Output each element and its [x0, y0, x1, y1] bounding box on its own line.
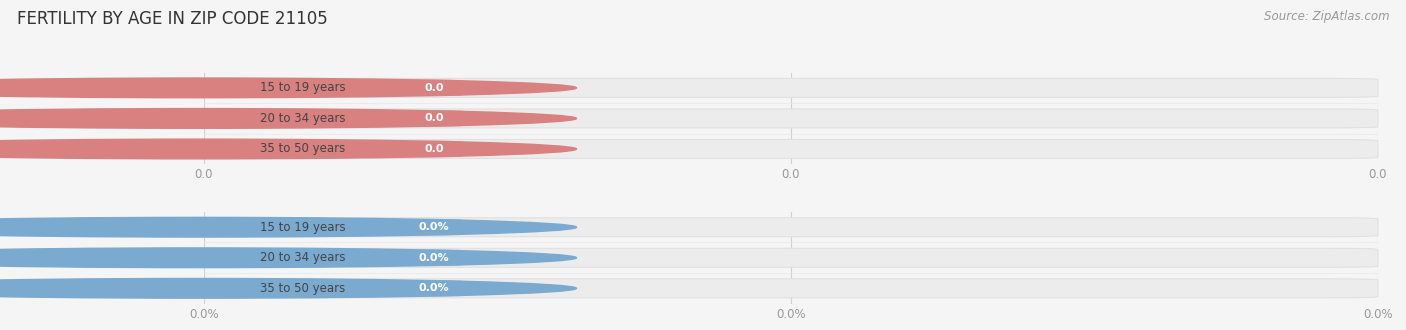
Text: 0.0%: 0.0%: [419, 253, 450, 263]
Text: 15 to 19 years: 15 to 19 years: [260, 82, 346, 94]
FancyBboxPatch shape: [204, 109, 1378, 128]
Text: 15 to 19 years: 15 to 19 years: [260, 221, 346, 234]
Circle shape: [0, 217, 576, 237]
FancyBboxPatch shape: [204, 248, 1378, 267]
Text: 20 to 34 years: 20 to 34 years: [260, 251, 346, 264]
FancyBboxPatch shape: [204, 79, 1378, 97]
FancyBboxPatch shape: [405, 141, 464, 157]
Text: 35 to 50 years: 35 to 50 years: [260, 143, 346, 155]
Text: 35 to 50 years: 35 to 50 years: [260, 282, 346, 295]
Text: 0.0%: 0.0%: [419, 222, 450, 232]
Text: 0.0: 0.0: [425, 83, 444, 93]
Circle shape: [0, 139, 576, 159]
FancyBboxPatch shape: [204, 140, 1378, 158]
FancyBboxPatch shape: [207, 80, 399, 96]
FancyBboxPatch shape: [405, 280, 464, 297]
Circle shape: [0, 279, 576, 298]
FancyBboxPatch shape: [207, 280, 399, 297]
Text: 0.0%: 0.0%: [419, 283, 450, 293]
FancyBboxPatch shape: [207, 219, 399, 236]
Circle shape: [0, 109, 576, 128]
Circle shape: [0, 78, 576, 98]
Text: 20 to 34 years: 20 to 34 years: [260, 112, 346, 125]
Text: 0.0: 0.0: [425, 114, 444, 123]
FancyBboxPatch shape: [405, 80, 464, 96]
FancyBboxPatch shape: [207, 249, 399, 266]
Circle shape: [0, 248, 576, 268]
Text: Source: ZipAtlas.com: Source: ZipAtlas.com: [1264, 10, 1389, 23]
FancyBboxPatch shape: [405, 249, 464, 266]
FancyBboxPatch shape: [204, 279, 1378, 298]
FancyBboxPatch shape: [405, 219, 464, 236]
Text: FERTILITY BY AGE IN ZIP CODE 21105: FERTILITY BY AGE IN ZIP CODE 21105: [17, 10, 328, 28]
FancyBboxPatch shape: [207, 110, 399, 127]
Text: 0.0: 0.0: [425, 144, 444, 154]
FancyBboxPatch shape: [405, 110, 464, 127]
FancyBboxPatch shape: [204, 218, 1378, 237]
FancyBboxPatch shape: [207, 141, 399, 157]
